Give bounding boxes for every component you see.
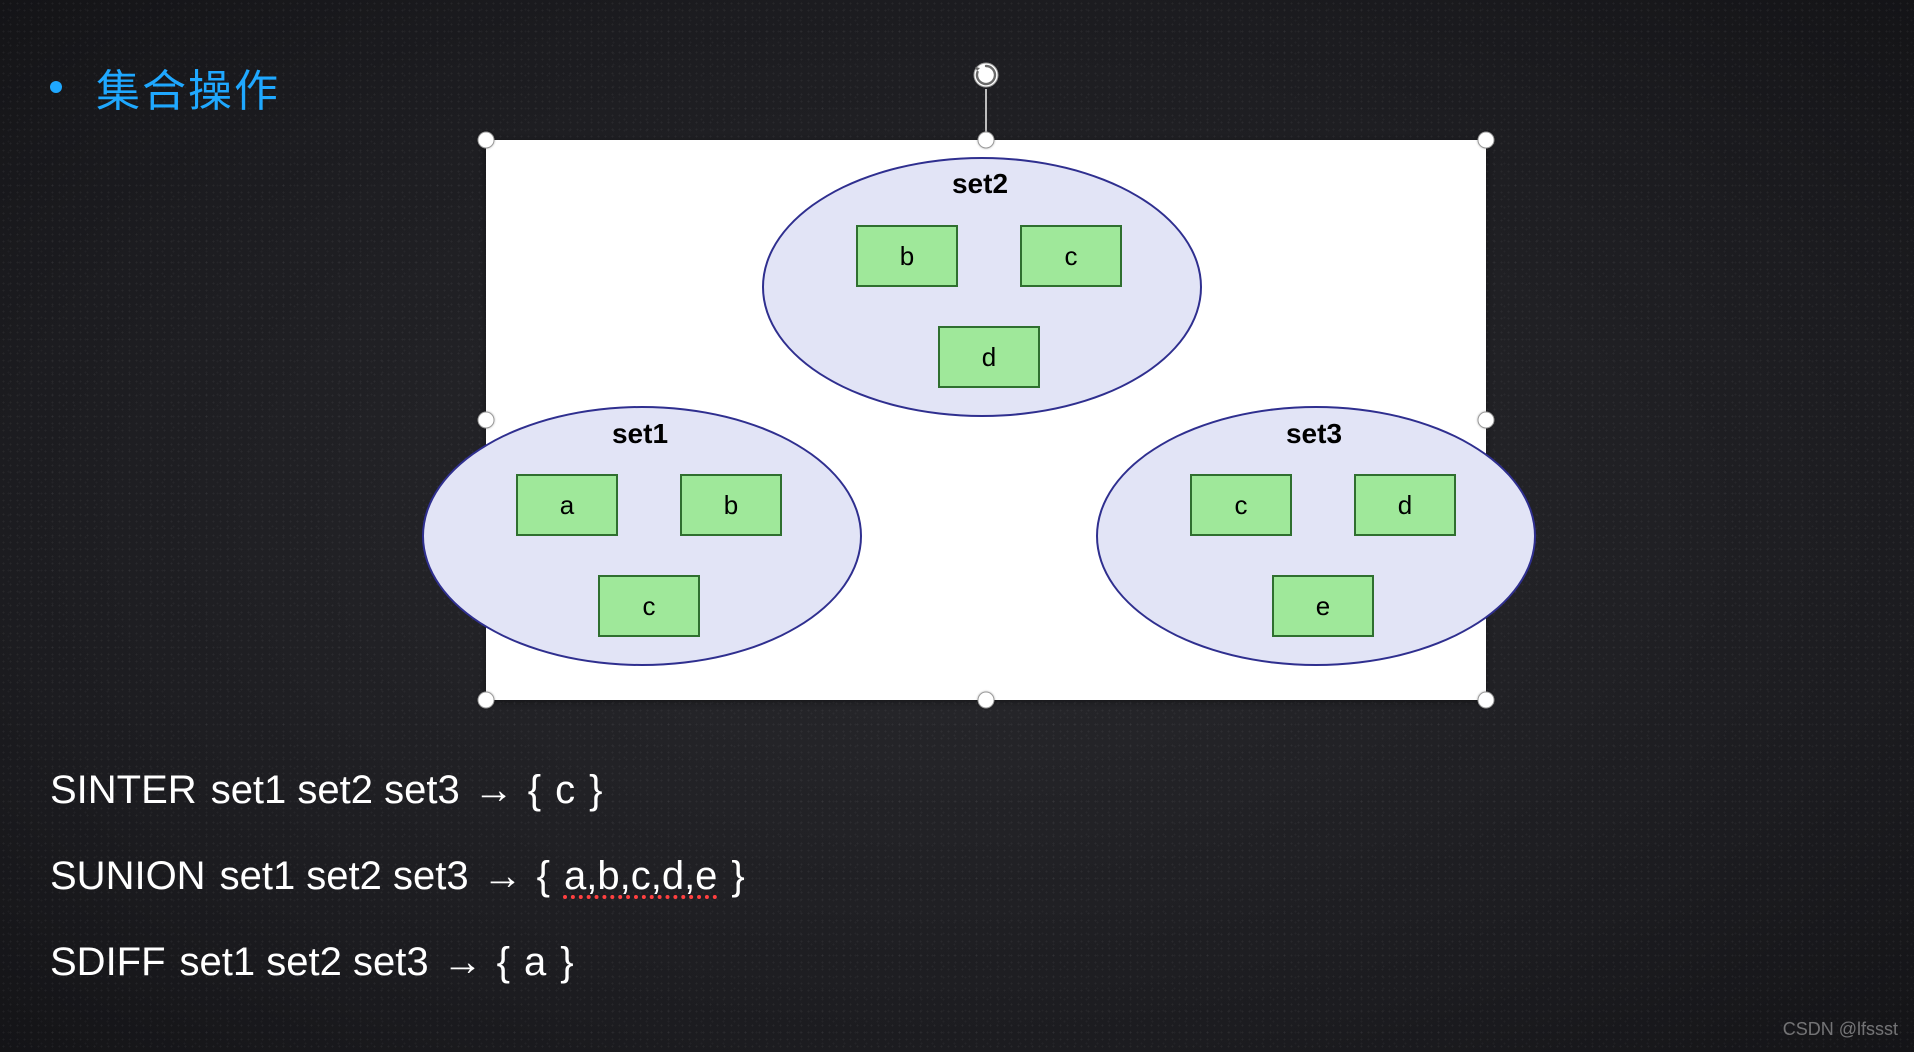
selection-handle[interactable] <box>478 692 495 709</box>
op-arrow: → <box>483 856 523 896</box>
slide-title: 集合操作 <box>96 55 280 119</box>
selection-handle[interactable] <box>1478 692 1495 709</box>
operations-list: SINTER set1 set2 set3 → { c} SUNION set1 set2 … <box>50 770 745 1028</box>
set-element: c <box>598 575 700 637</box>
op-args: set1 set2 set3 <box>211 770 460 810</box>
slide-stage: 集合操作 set2bcdset1abcset3cde SINTERset1 se… <box>0 0 1914 1052</box>
set-element: c <box>1020 225 1122 287</box>
op-cmd: SINTER <box>50 770 197 810</box>
op-arrow: → <box>474 770 514 810</box>
operation-row: SDIFF set1 set2 set3 → { a} <box>50 942 745 982</box>
rotation-handle-icon[interactable] <box>972 61 1000 89</box>
op-close: } <box>560 942 573 982</box>
op-open: { <box>497 942 510 982</box>
selection-handle[interactable] <box>478 132 495 149</box>
bullet-icon <box>50 81 62 93</box>
op-result: a <box>524 942 546 982</box>
selection-handle[interactable] <box>1478 412 1495 429</box>
set-element: d <box>938 326 1040 388</box>
set-label-set3: set3 <box>1286 418 1342 450</box>
set-element: e <box>1272 575 1374 637</box>
set-label-set1: set1 <box>612 418 668 450</box>
op-cmd: SUNION <box>50 856 206 896</box>
op-arrow: → <box>443 942 483 982</box>
op-args: set1 set2 set3 <box>180 942 429 982</box>
set-element: d <box>1354 474 1456 536</box>
selection-handle[interactable] <box>978 132 995 149</box>
operation-row: SINTER set1 set2 set3 → { c} <box>50 770 745 810</box>
slide-title-line: 集合操作 <box>50 55 280 119</box>
set-element: c <box>1190 474 1292 536</box>
set-label-set2: set2 <box>952 168 1008 200</box>
selection-handle[interactable] <box>978 692 995 709</box>
operation-row: SUNION set1 set2 set3 → { a,b,c,d,e} <box>50 856 745 896</box>
op-close: } <box>731 856 744 896</box>
op-close: } <box>589 770 602 810</box>
set-element: a <box>516 474 618 536</box>
watermark: CSDN @lfssst <box>1783 1019 1898 1040</box>
op-result: a,b,c,d,e <box>564 856 717 896</box>
selection-handle[interactable] <box>478 412 495 429</box>
set-element: b <box>680 474 782 536</box>
op-args: set1 set2 set3 <box>220 856 469 896</box>
op-open: { <box>528 770 541 810</box>
selection-handle[interactable] <box>1478 132 1495 149</box>
op-cmd: SDIFF <box>50 942 166 982</box>
op-open: { <box>537 856 550 896</box>
op-result: c <box>555 770 575 810</box>
set-element: b <box>856 225 958 287</box>
